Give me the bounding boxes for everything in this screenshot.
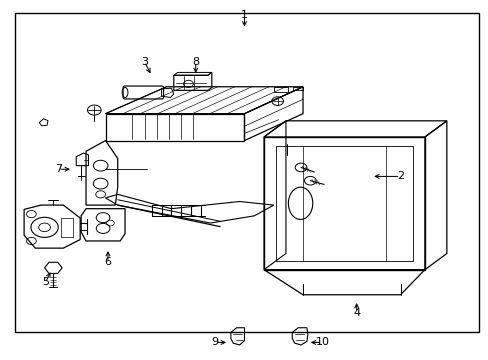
Text: 2: 2 xyxy=(396,171,403,181)
Text: 3: 3 xyxy=(141,57,148,67)
Text: 7: 7 xyxy=(55,164,61,174)
Text: 10: 10 xyxy=(315,337,329,347)
Text: 6: 6 xyxy=(104,257,111,267)
Bar xyxy=(15,13,478,332)
Text: 5: 5 xyxy=(42,277,49,287)
Text: 8: 8 xyxy=(192,57,199,67)
Text: 4: 4 xyxy=(352,308,360,318)
Text: 1: 1 xyxy=(241,10,247,20)
Text: 9: 9 xyxy=(211,337,218,347)
